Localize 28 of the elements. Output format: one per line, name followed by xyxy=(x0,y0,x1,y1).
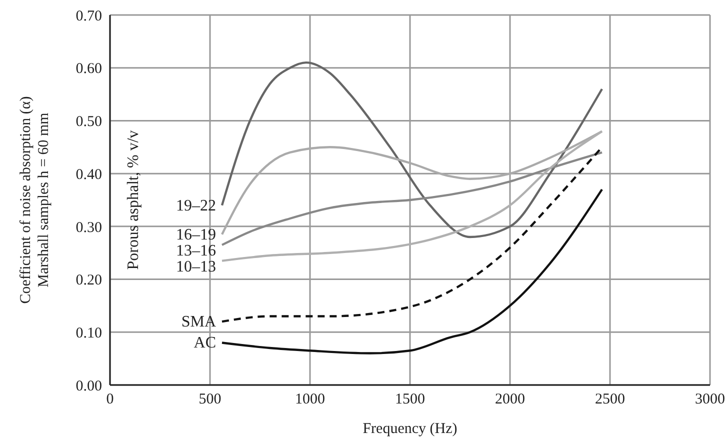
x-tick-label: 2500 xyxy=(595,392,625,408)
x-tick-label: 1000 xyxy=(295,392,325,408)
series-label: SMA xyxy=(181,314,216,331)
series-label: 10–13 xyxy=(176,258,216,276)
y-tick-label: 0.30 xyxy=(76,220,102,236)
y-tick-label: 0.00 xyxy=(76,378,102,394)
x-tick-label: 1500 xyxy=(395,392,425,408)
line-series xyxy=(220,188,604,354)
x-tick-label: 3000 xyxy=(695,392,725,408)
line-series xyxy=(220,130,604,262)
line-series xyxy=(220,61,604,238)
series-label: AC xyxy=(194,334,216,352)
x-tick-label: 2000 xyxy=(495,392,525,408)
y-tick-label: 0.40 xyxy=(76,166,102,183)
annotation: Porous asphalt, % v/v xyxy=(125,130,142,270)
y-tick-label: 0.20 xyxy=(76,272,102,289)
x-tick-label: 0 xyxy=(106,392,114,408)
line-series xyxy=(220,151,604,246)
y-tick-label: 0.50 xyxy=(76,114,102,130)
series-label: 16–19 xyxy=(176,226,216,244)
x-tick-label: 500 xyxy=(198,392,222,408)
y-tick-label: 0.10 xyxy=(76,325,102,342)
x-axis-title: Frequency (Hz) xyxy=(362,421,458,437)
y-tick-label: 0.70 xyxy=(76,8,102,24)
series-label: 19–22 xyxy=(176,197,216,214)
y-axis-title: Coefficient of noise absorption (α) Marshall samples h = 60 mm xyxy=(18,96,52,304)
y-tick-label: 0.60 xyxy=(76,61,102,78)
series-label: 13–16 xyxy=(176,242,216,260)
